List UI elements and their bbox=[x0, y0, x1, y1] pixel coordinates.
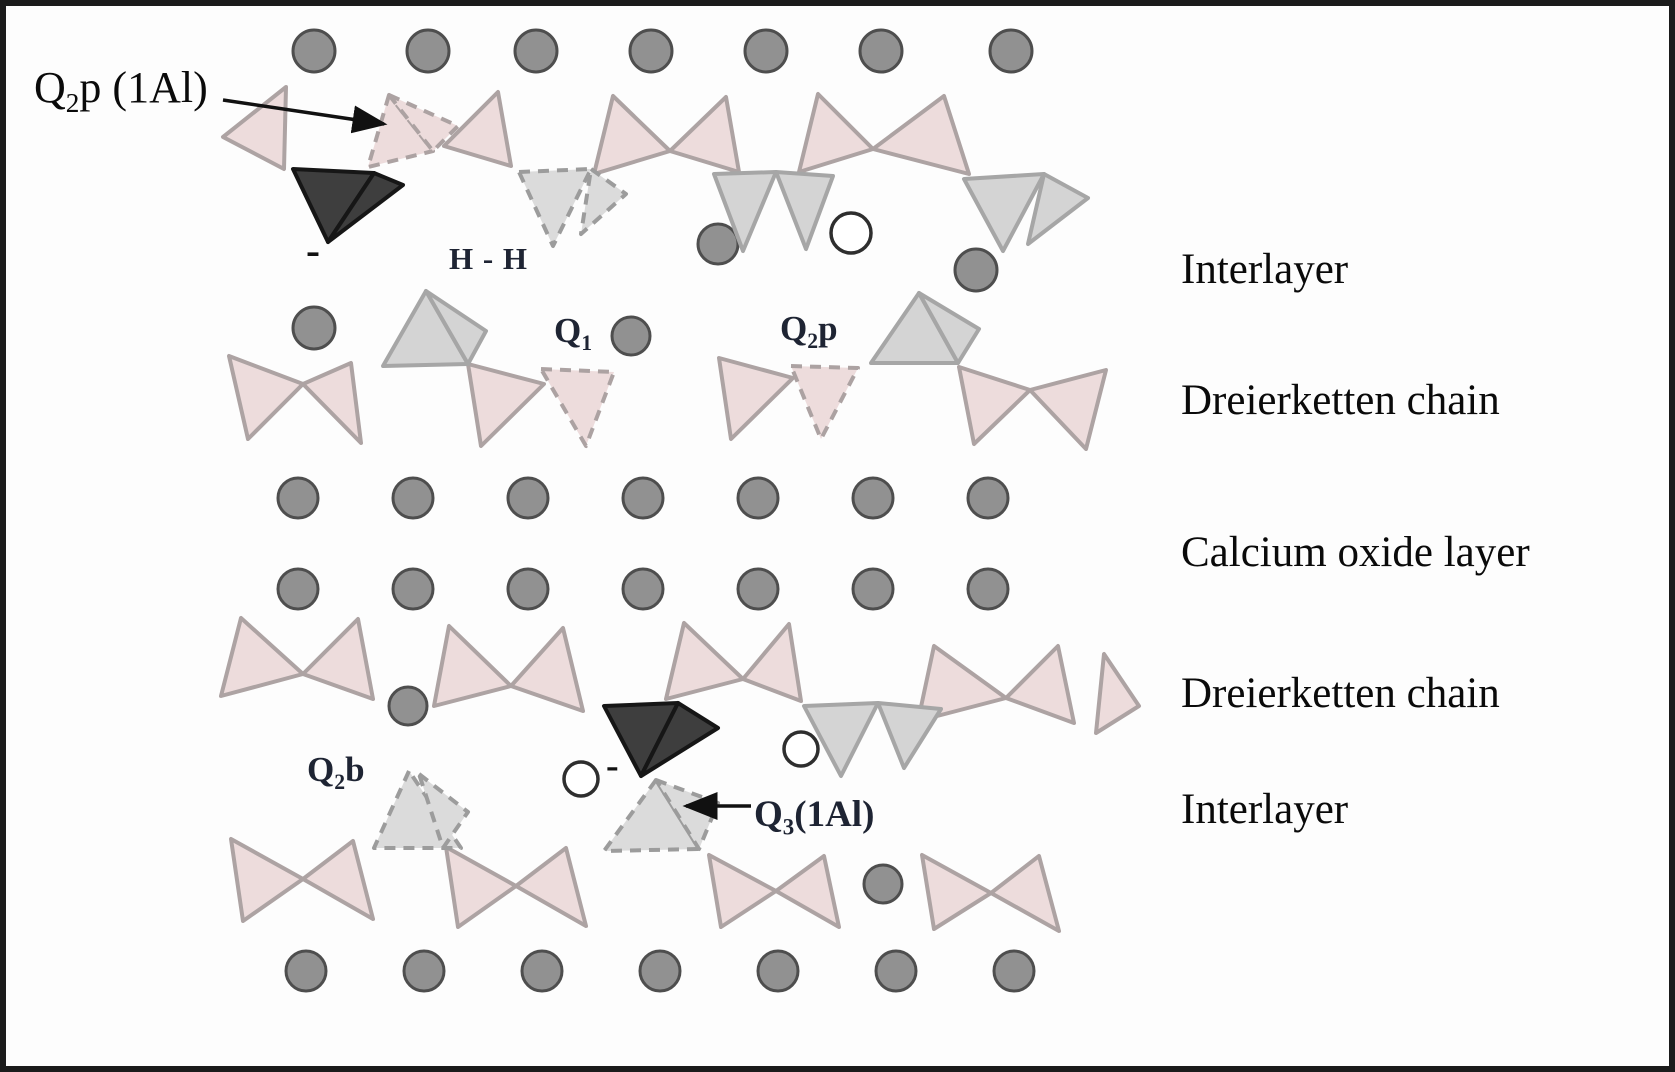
calcium-oxide-row-2 bbox=[621, 567, 665, 611]
paired-tetrahedron bbox=[514, 846, 588, 928]
aluminum-tetrahedron bbox=[639, 701, 720, 778]
label-negative-charge-bottom: - bbox=[606, 745, 619, 787]
paired-tetrahedron bbox=[1094, 652, 1141, 735]
bridging-tetrahedron bbox=[802, 701, 880, 778]
paired-tetrahedron bbox=[592, 94, 672, 176]
paired-tetrahedron bbox=[301, 839, 375, 921]
bridging-tetrahedron bbox=[1026, 172, 1090, 246]
label-q2p-1al: Q2p (1Al) bbox=[34, 63, 208, 118]
interlayer-calcium-row-top bbox=[405, 28, 451, 74]
interlayer-calcium bbox=[291, 305, 337, 351]
calcium-oxide-row-1 bbox=[276, 476, 320, 520]
paired-tetrahedron bbox=[1004, 644, 1076, 725]
paired-tetrahedron bbox=[797, 92, 875, 174]
paired-tetrahedron bbox=[717, 356, 795, 441]
vacant-bridging-site bbox=[517, 167, 593, 248]
bridging-tetrahedron bbox=[424, 289, 488, 366]
q2p-1al-arrow bbox=[222, 98, 388, 134]
paired-tetrahedron bbox=[466, 362, 546, 448]
paired-tetrahedron bbox=[957, 365, 1032, 446]
label-h-h: H - H bbox=[449, 241, 529, 276]
interlayer-calcium-row-bottom bbox=[284, 949, 328, 993]
bridging-tetrahedron bbox=[962, 172, 1046, 253]
calcium-oxide-row-2 bbox=[966, 567, 1010, 611]
paired-tetrahedron bbox=[229, 837, 305, 923]
interlayer-calcium-row-bottom bbox=[874, 949, 918, 993]
interlayer-calcium bbox=[953, 247, 999, 293]
q3-bridging-site bbox=[602, 778, 701, 853]
label-q2p: Q2p bbox=[780, 309, 838, 353]
water-molecule bbox=[782, 730, 820, 768]
interlayer-calcium-row-top bbox=[988, 28, 1034, 74]
calcium-oxide-row-2 bbox=[506, 567, 550, 611]
aluminum-tetrahedron bbox=[326, 171, 405, 244]
paired-tetrahedron bbox=[509, 626, 585, 713]
water-molecule bbox=[829, 211, 873, 255]
paired-tetrahedron bbox=[442, 90, 513, 168]
q1-site bbox=[539, 367, 616, 448]
bridging-tetrahedron bbox=[876, 701, 943, 770]
calcium-oxide-row-2 bbox=[736, 567, 780, 611]
calcium-oxide-row-2 bbox=[391, 567, 435, 611]
label-q3-1al: Q3(1Al) bbox=[754, 794, 875, 840]
label-q2b: Q2b bbox=[307, 750, 365, 794]
paired-tetrahedron bbox=[989, 854, 1061, 933]
paired-tetrahedron bbox=[871, 94, 971, 176]
layer-label-dreierketten-bottom: Dreierketten chain bbox=[1181, 670, 1500, 717]
paired-tetrahedron bbox=[774, 854, 841, 929]
paired-tetrahedron bbox=[664, 621, 745, 701]
q2p-site bbox=[789, 364, 860, 441]
interlayer-calcium bbox=[387, 685, 429, 727]
interlayer-calcium-row-bottom bbox=[638, 949, 682, 993]
paired-tetrahedron bbox=[227, 354, 305, 441]
interlayer-calcium-row-bottom bbox=[402, 949, 446, 993]
calcium-oxide-row-2 bbox=[851, 567, 895, 611]
calcium-oxide-row-1 bbox=[851, 476, 895, 520]
interlayer-calcium bbox=[610, 315, 652, 357]
bridging-tetrahedron bbox=[712, 170, 778, 253]
calcium-oxide-row-1 bbox=[391, 476, 435, 520]
paired-tetrahedron bbox=[916, 644, 1008, 723]
interlayer-calcium-row-bottom bbox=[756, 949, 800, 993]
interlayer-calcium-row-top bbox=[628, 28, 674, 74]
interlayer-calcium-row-top bbox=[291, 28, 337, 74]
paired-tetrahedron bbox=[920, 853, 993, 931]
interlayer-calcium-row-bottom bbox=[520, 949, 564, 993]
layer-label-interlayer-bottom: Interlayer bbox=[1181, 786, 1349, 833]
paired-tetrahedron bbox=[741, 622, 803, 703]
bridging-tetrahedron bbox=[774, 170, 835, 251]
interlayer-calcium bbox=[862, 863, 904, 905]
paired-tetrahedron bbox=[668, 95, 741, 174]
paired-tetrahedron bbox=[432, 624, 513, 708]
label-q1: Q1 bbox=[554, 311, 593, 355]
water-molecule bbox=[562, 760, 600, 798]
bridging-tetrahedron bbox=[917, 291, 981, 365]
layer-label-calcium-oxide: Calcium oxide layer bbox=[1181, 529, 1530, 576]
q2p-1al-site bbox=[387, 93, 460, 153]
paired-tetrahedron bbox=[707, 853, 778, 929]
paired-tetrahedron bbox=[301, 361, 363, 445]
paired-tetrahedron bbox=[1028, 368, 1108, 451]
interlayer-calcium-row-top bbox=[743, 28, 789, 74]
paired-tetrahedron bbox=[444, 845, 518, 929]
paired-tetrahedron bbox=[221, 85, 288, 171]
interlayer-calcium bbox=[696, 222, 740, 266]
calcium-oxide-row-1 bbox=[506, 476, 550, 520]
layer-label-dreierketten-top: Dreierketten chain bbox=[1181, 377, 1500, 424]
calcium-oxide-row-1 bbox=[736, 476, 780, 520]
interlayer-calcium-row-top bbox=[858, 28, 904, 74]
calcium-oxide-row-1 bbox=[966, 476, 1010, 520]
interlayer-calcium-row-bottom bbox=[992, 949, 1036, 993]
layer-label-interlayer-top: Interlayer bbox=[1181, 246, 1349, 293]
q2b-bridging-site bbox=[417, 772, 470, 850]
interlayer-calcium-row-top bbox=[513, 28, 559, 74]
paired-tetrahedron bbox=[301, 617, 375, 701]
label-negative-charge-top: - bbox=[306, 228, 320, 274]
paired-tetrahedron bbox=[219, 616, 305, 698]
vacant-bridging-site bbox=[579, 167, 628, 236]
diagram-canvas bbox=[219, 28, 1141, 993]
calcium-oxide-row-2 bbox=[276, 567, 320, 611]
calcium-oxide-row-1 bbox=[621, 476, 665, 520]
